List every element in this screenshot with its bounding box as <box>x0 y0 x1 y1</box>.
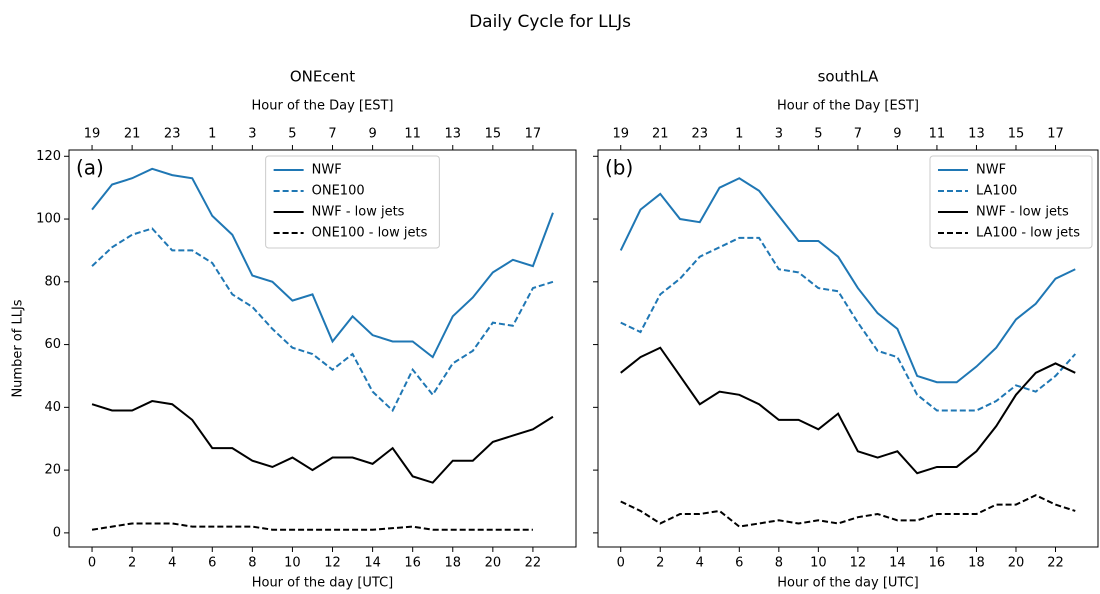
x-tick-label: 14 <box>364 556 381 571</box>
axes-frame <box>597 149 1099 548</box>
x-tick-label: 6 <box>208 556 216 571</box>
series-line <box>619 177 1076 384</box>
x2-tick-label: 19 <box>612 127 629 142</box>
y-tick-label: 60 <box>44 337 61 352</box>
y-tick-label: 120 <box>36 149 61 164</box>
x2-tick-label: 9 <box>893 127 901 142</box>
x2-tick-label: 1 <box>735 127 743 142</box>
legend-label: LA100 - low jets <box>976 226 1080 241</box>
x-tick-label: 18 <box>968 556 985 571</box>
x-tick-label: 10 <box>810 556 827 571</box>
x2-tick-label: 7 <box>328 127 336 142</box>
y-tick-label: 40 <box>44 400 61 415</box>
legend: NWF LA100 NWF - low jets LA100 - low jets <box>929 155 1093 249</box>
axes-frame <box>68 149 577 548</box>
series-line <box>91 167 554 359</box>
x2-tick-label: 19 <box>84 127 101 142</box>
x2-tick-label: 17 <box>525 127 542 142</box>
x-tick-label: 16 <box>929 556 946 571</box>
legend-label: NWF <box>976 163 1006 178</box>
x-tick-label: 12 <box>324 556 341 571</box>
x-tick-label: 4 <box>168 556 176 571</box>
legend-label: LA100 <box>976 184 1017 199</box>
x-tick-label: 22 <box>1047 556 1064 571</box>
x-axis-label: Hour of the day [UTC] <box>252 576 394 591</box>
series-line <box>91 227 554 413</box>
x2-tick-label: 17 <box>1047 127 1064 142</box>
legend-label: NWF - low jets <box>312 205 405 220</box>
series-line <box>620 346 1076 475</box>
x-tick-label: 2 <box>656 556 664 571</box>
axes-title: ONEcent <box>290 68 355 86</box>
y-tick-label: 20 <box>44 463 61 478</box>
legend-label: ONE100 <box>312 184 365 199</box>
x-tick-label: 12 <box>850 556 867 571</box>
series-line <box>620 236 1077 412</box>
x-tick-label: 20 <box>1008 556 1025 571</box>
x2-tick-label: 13 <box>968 127 985 142</box>
x2-axis-label: Hour of the Day [EST] <box>777 99 919 114</box>
x-tick-label: 18 <box>444 556 461 571</box>
x2-tick-label: 7 <box>854 127 862 142</box>
legend: NWF ONE100 NWF - low jets ONE100 - low jets <box>265 155 440 249</box>
x2-tick-label: 1 <box>208 127 216 142</box>
x-tick-label: 8 <box>775 556 783 571</box>
x2-tick-label: 3 <box>775 127 783 142</box>
series-line <box>620 494 1076 528</box>
x2-axis-label: Hour of the Day [EST] <box>252 99 394 114</box>
x2-tick-label: 21 <box>652 127 669 142</box>
x2-tick-label: 9 <box>368 127 376 142</box>
legend-label: ONE100 - low jets <box>312 226 428 241</box>
x2-tick-label: 3 <box>248 127 256 142</box>
series-line <box>91 400 554 484</box>
axes-title: southLA <box>818 68 880 86</box>
y-axis-label: Number of LLJs <box>11 299 26 397</box>
x2-tick-label: 5 <box>814 127 822 142</box>
legend-label: NWF - low jets <box>976 205 1069 220</box>
x2-tick-label: 11 <box>929 127 946 142</box>
y-tick-label: 80 <box>44 274 61 289</box>
x2-tick-label: 23 <box>164 127 181 142</box>
x-tick-label: 16 <box>404 556 421 571</box>
series-line <box>91 522 533 531</box>
legend-box <box>265 155 440 249</box>
x-tick-label: 10 <box>284 556 301 571</box>
x2-tick-label: 5 <box>288 127 296 142</box>
legend-label: NWF <box>312 163 342 178</box>
x2-tick-label: 23 <box>692 127 709 142</box>
x-tick-label: 2 <box>128 556 136 571</box>
y-tick-label: 0 <box>53 525 61 540</box>
x-tick-label: 14 <box>889 556 906 571</box>
x2-tick-label: 15 <box>485 127 502 142</box>
x-tick-label: 20 <box>485 556 502 571</box>
x-tick-label: 6 <box>735 556 743 571</box>
x2-tick-label: 15 <box>1008 127 1025 142</box>
figure-title: Daily Cycle for LLJs <box>469 12 631 32</box>
x-axis-label: Hour of the day [UTC] <box>777 576 919 591</box>
x2-tick-label: 21 <box>124 127 141 142</box>
x-tick-label: 0 <box>617 556 625 571</box>
panel-label: (a) <box>76 156 104 180</box>
x-tick-label: 22 <box>525 556 542 571</box>
x2-tick-label: 13 <box>444 127 461 142</box>
legend-box <box>929 155 1093 249</box>
panel-label: (b) <box>605 156 633 180</box>
y-tick-label: 100 <box>36 212 61 227</box>
x2-tick-label: 11 <box>404 127 421 142</box>
x-tick-label: 0 <box>88 556 96 571</box>
x-tick-label: 4 <box>696 556 704 571</box>
x-tick-label: 8 <box>248 556 256 571</box>
